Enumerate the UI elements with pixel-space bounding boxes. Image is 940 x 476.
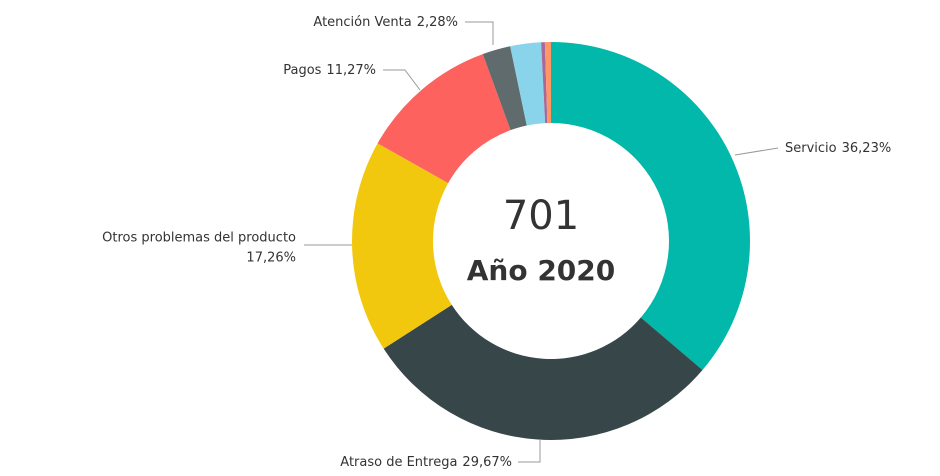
slice-label: Pagos 11,27% xyxy=(283,63,376,78)
slice-category: Servicio xyxy=(785,141,837,156)
donut-segment xyxy=(544,42,551,124)
donut-segment xyxy=(352,143,452,349)
donut-segment xyxy=(482,46,527,131)
slice-value-label: 11,27% xyxy=(326,63,376,78)
donut-segment xyxy=(383,304,703,441)
slice-category: Pagos xyxy=(283,63,321,78)
slice-value-label: 29,67% xyxy=(462,455,512,470)
slice-label: Atraso de Entrega 29,67% xyxy=(340,455,512,470)
slice-label: Otros problemas del producto xyxy=(102,231,296,246)
leader-line xyxy=(383,69,421,91)
slice-label: Servicio 36,23% xyxy=(785,141,891,156)
donut-segment xyxy=(551,42,750,371)
leader-line xyxy=(734,147,779,156)
slice-value-label: 2,28% xyxy=(417,15,458,30)
slice-label: Atención Venta 2,28% xyxy=(313,15,458,30)
donut-segment xyxy=(377,54,511,184)
leader-line xyxy=(518,440,541,463)
donut-segment xyxy=(541,42,548,124)
center-year: Año 2020 xyxy=(467,254,616,287)
center-total: 701 xyxy=(503,193,579,239)
slice-category: Atraso de Entrega xyxy=(340,455,457,470)
slice-value-label: 17,26% xyxy=(246,251,296,266)
leader-line xyxy=(465,21,494,45)
slice-value-label: 36,23% xyxy=(842,141,892,156)
donut-segment xyxy=(510,42,546,126)
slice-category: Atención Venta xyxy=(313,15,411,30)
